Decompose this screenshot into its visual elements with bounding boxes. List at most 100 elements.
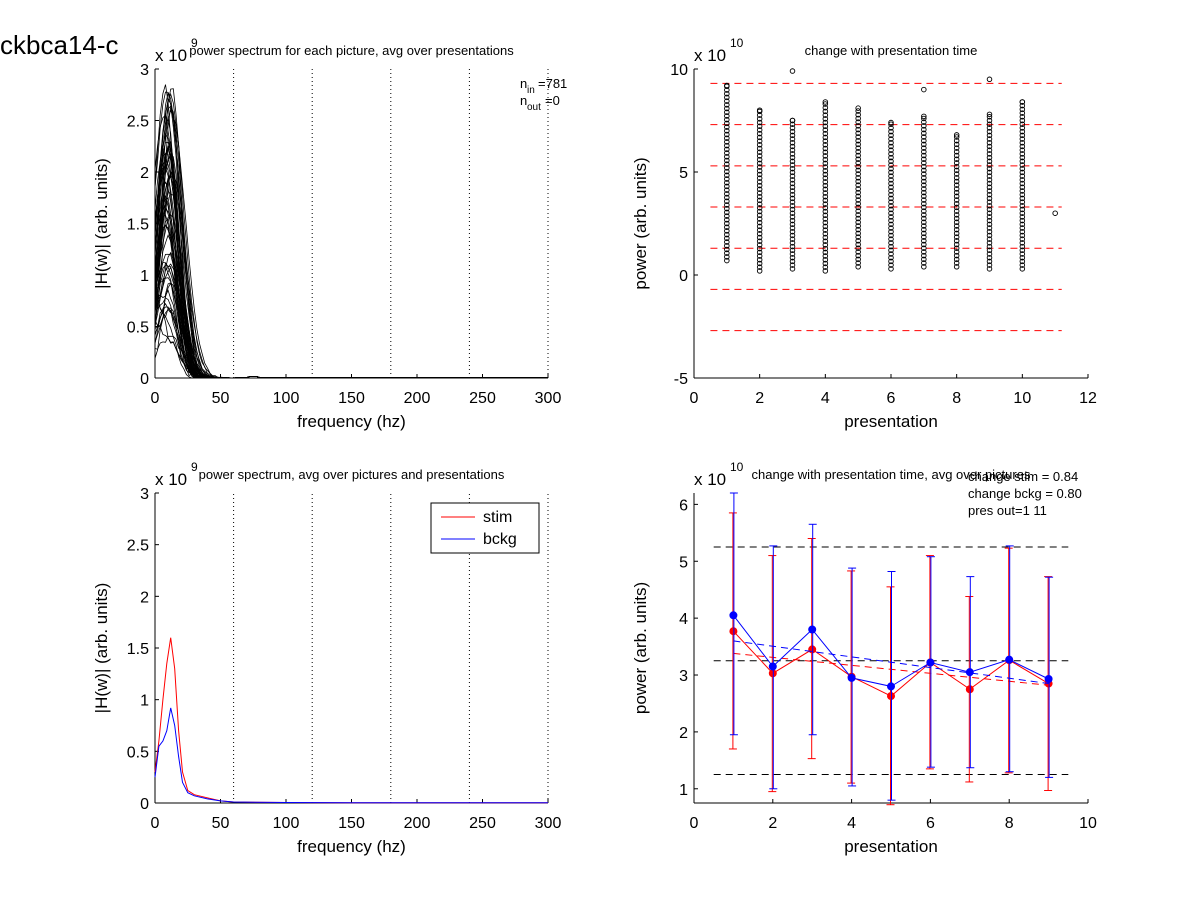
tl-spectrum-trace [154, 308, 548, 379]
tr-x-tick-label: 8 [952, 390, 961, 407]
tr-data-point [921, 212, 927, 218]
tr-data-point [724, 235, 730, 242]
tr-data-point [888, 203, 894, 209]
tr-data-point [789, 121, 796, 127]
tr-data-point [855, 115, 861, 122]
br-exponent-base: x 10 [694, 470, 726, 489]
tl-spectrum-trace [154, 262, 548, 379]
tr-data-point [921, 241, 927, 248]
tr-data-point [756, 149, 763, 155]
tr-data-point [921, 156, 927, 162]
tr-data-point [888, 162, 894, 168]
br-exponent-power: 10 [730, 460, 744, 474]
tr-data-point [953, 186, 960, 192]
tr-data-point [724, 109, 730, 116]
tl-y-tick-label: 1.5 [127, 217, 149, 234]
tr-data-point [822, 134, 829, 141]
tl-spectrum-trace [154, 105, 548, 379]
tr-data-point [1019, 206, 1026, 213]
tl-annotation-n-in-prefix: n [520, 76, 527, 91]
tr-data-point [953, 145, 960, 151]
bl-legend-label-stim: stim [483, 509, 512, 526]
tr-data-point [1019, 177, 1026, 183]
tr-data-point [855, 256, 861, 263]
tr-data-point [789, 68, 796, 74]
tr-data-point [855, 238, 861, 244]
tr-data-point [756, 253, 763, 259]
tr-data-point [855, 260, 861, 266]
tr-data-point [855, 137, 861, 144]
tr-data-point [724, 205, 730, 212]
tr-data-point [822, 260, 829, 267]
tr-data-point [986, 251, 993, 257]
tr-data-point [888, 214, 894, 220]
tr-exponent-power: 10 [730, 36, 744, 50]
tr-data-point [822, 208, 829, 215]
tr-data-point [921, 137, 927, 144]
br-y-tick-label: 4 [679, 611, 688, 628]
tr-x-tick-label: 4 [821, 390, 830, 407]
tr-data-point [855, 219, 861, 226]
tr-data-point [953, 226, 960, 233]
tr-data-point [822, 175, 829, 181]
tr-data-point [855, 215, 861, 222]
tr-data-point [888, 225, 894, 231]
tr-data-point [789, 266, 796, 272]
tl-spectrum-trace [154, 170, 548, 379]
tr-data-point [1019, 180, 1026, 187]
bl-y-axis-label: |H(w)| (arb. units) [92, 583, 111, 714]
tr-data-point [789, 232, 796, 239]
tr-data-point [822, 149, 829, 155]
tr-data-point [1019, 125, 1026, 131]
tr-data-point [789, 180, 796, 187]
tl-y-axis-label: |H(w)| (arb. units) [92, 158, 111, 289]
tr-data-point [855, 175, 861, 181]
tr-data-point [789, 236, 796, 242]
tl-spectrum-trace [154, 153, 548, 379]
tr-data-point [822, 182, 829, 189]
tl-spectrum-trace [154, 176, 548, 379]
tr-data-point [724, 213, 730, 219]
tr-data-point [888, 173, 894, 179]
tr-data-point [789, 154, 796, 161]
tr-data-point [986, 132, 993, 139]
tr-data-point [756, 168, 763, 174]
tr-data-point [1019, 210, 1026, 216]
tr-data-point [953, 204, 960, 211]
tl-exponent-base: x 10 [155, 46, 187, 65]
tr-data-point [756, 219, 763, 226]
tr-data-point [724, 198, 730, 205]
tr-data-point [822, 238, 829, 244]
tr-data-point [855, 130, 861, 137]
tl-spectrum-trace [154, 264, 548, 379]
tr-data-point [888, 136, 894, 142]
tl-spectrum-trace [154, 302, 548, 379]
tr-data-point [789, 128, 796, 135]
tr-data-point [921, 130, 927, 137]
tr-data-point [822, 212, 829, 219]
tr-data-point [986, 266, 993, 272]
tr-data-point [756, 242, 763, 248]
tr-data-point [1019, 258, 1026, 265]
br-marker-bckg [887, 682, 895, 691]
br-stats-line: change bckg = 0.80 [968, 486, 1082, 501]
tr-data-point [986, 254, 993, 261]
tl-x-tick-label: 100 [273, 390, 300, 407]
tr-data-point [724, 242, 730, 249]
tr-data-point [888, 125, 894, 131]
tl-spectrum-trace [154, 207, 548, 379]
bl-x-tick-label: 200 [404, 815, 431, 832]
tr-data-point [888, 132, 894, 139]
tr-data-point [986, 184, 993, 190]
tr-data-point [1019, 243, 1026, 250]
tl-spectrum-trace [154, 214, 548, 379]
tr-data-point [724, 90, 730, 97]
tr-data-point [986, 225, 993, 231]
tr-data-point [756, 116, 763, 122]
tr-data-point [756, 201, 763, 207]
tl-annotation-n-out-value: =0 [545, 93, 560, 108]
tr-y-axis-label: power (arb. units) [631, 157, 650, 289]
tr-data-point [756, 182, 763, 189]
tl-spectrum-trace [154, 170, 548, 379]
bl-x-tick-label: 250 [469, 815, 496, 832]
